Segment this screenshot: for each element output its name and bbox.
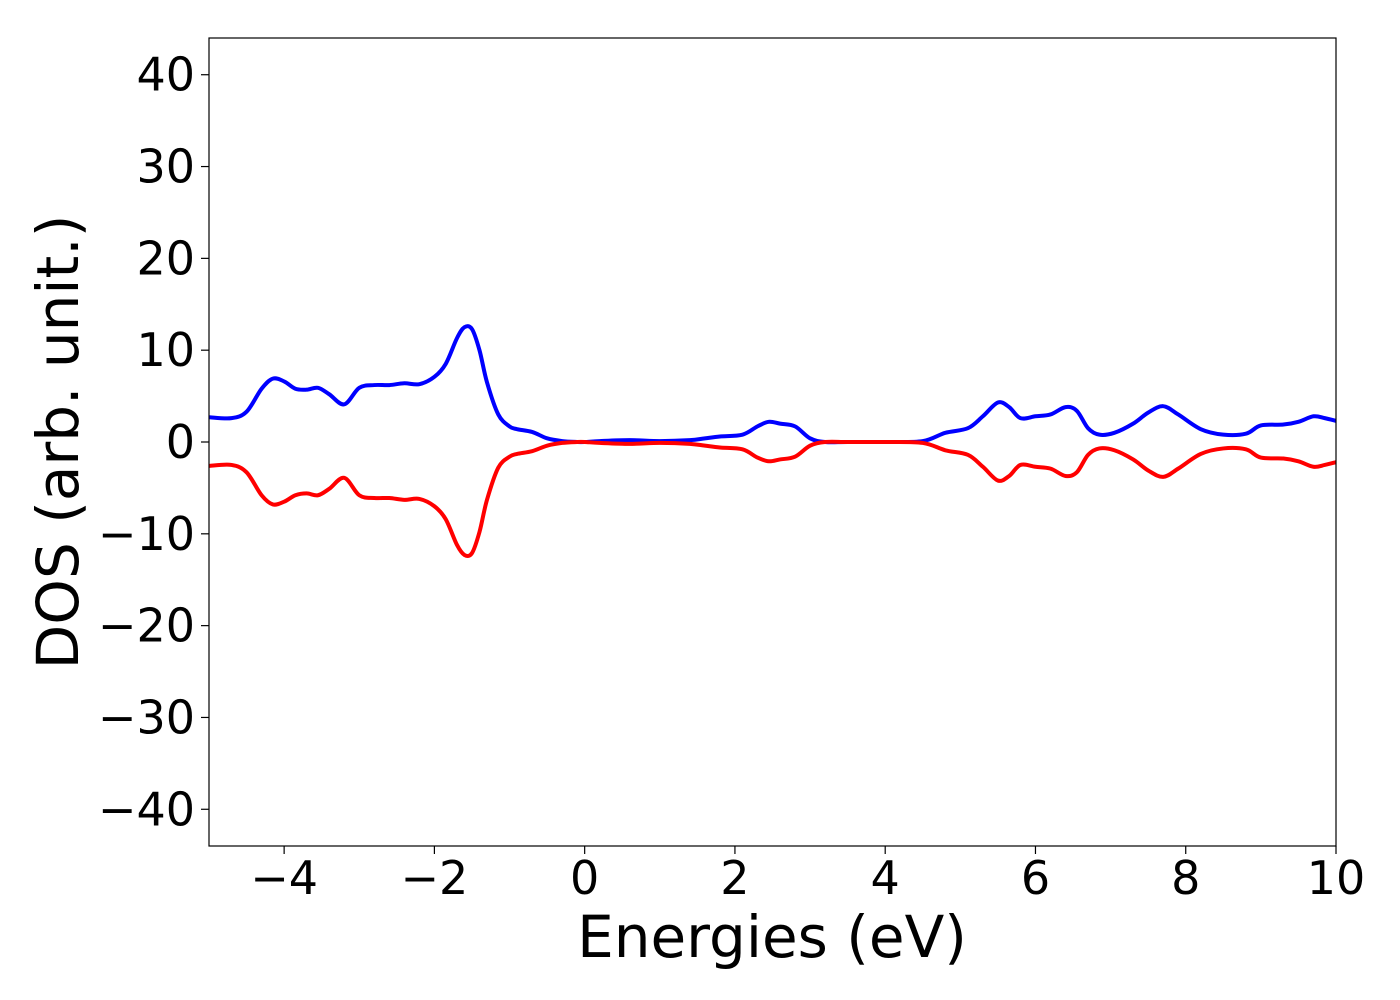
x-axis-ticks: −4 −2 0 2 4 6 8 10 — [250, 846, 1365, 905]
plot-area — [209, 38, 1336, 846]
x-tick-label: 4 — [871, 851, 900, 905]
x-axis-title: Energies (eV) — [577, 903, 967, 971]
x-tick-label: 8 — [1171, 851, 1200, 905]
y-axis-ticks: 40 30 20 10 0 −10 −20 −30 −40 — [98, 48, 209, 836]
series-line-red — [208, 439, 1337, 558]
y-tick-label: 0 — [166, 415, 195, 469]
series-layer — [208, 324, 1337, 558]
y-tick-label: −10 — [98, 507, 195, 561]
x-tick-label: 6 — [1021, 851, 1050, 905]
y-tick-label: −20 — [98, 599, 195, 653]
y-tick-label: 30 — [136, 140, 195, 194]
series-line-blue — [208, 324, 1337, 445]
x-tick-label: −2 — [400, 851, 468, 905]
y-tick-label: 20 — [136, 231, 195, 285]
x-tick-label: 2 — [720, 851, 749, 905]
y-tick-label: 40 — [136, 48, 195, 102]
y-tick-label: 10 — [136, 323, 195, 377]
y-axis-title: DOS (arb. unit.) — [24, 215, 92, 670]
y-tick-label: −40 — [98, 782, 195, 836]
y-tick-label: −30 — [98, 690, 195, 744]
x-tick-label: −4 — [250, 851, 318, 905]
x-tick-label: 0 — [570, 851, 599, 905]
x-tick-label: 10 — [1307, 851, 1366, 905]
